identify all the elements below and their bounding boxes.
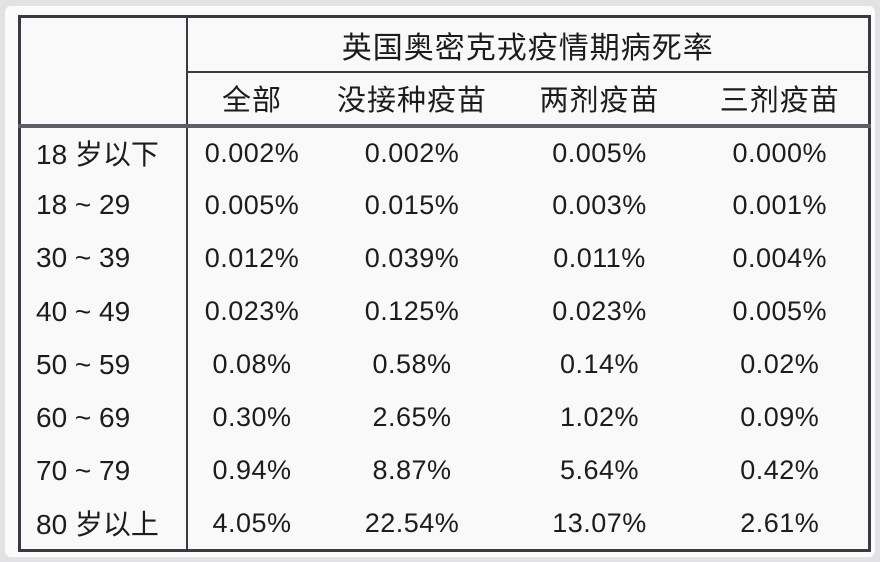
table-row: 30 ~ 39 0.012% 0.039% 0.011% 0.004% (19, 231, 870, 285)
table-cell: 2.61% (740, 507, 820, 538)
page-background: 英国奥密克戎疫情期病死率 全部 没接种疫苗 两剂疫苗 三剂疫苗 18 岁以下 0… (5, 6, 875, 557)
row-label: 40 ~ 49 (19, 284, 188, 339)
table-cell: 8.87% (372, 455, 452, 486)
row-label: 30 ~ 39 (19, 231, 188, 285)
table-row: 40 ~ 49 0.023% 0.125% 0.023% 0.005% (19, 284, 870, 339)
table-cell: 0.004% (732, 242, 828, 273)
table-cell: 0.005% (732, 296, 828, 327)
row-label: 70 ~ 79 (19, 444, 188, 498)
column-header-unvaccinated: 没接种疫苗 (316, 71, 508, 128)
table-cell: 0.14% (559, 349, 640, 380)
table-header-row: 全部 没接种疫苗 两剂疫苗 三剂疫苗 (20, 71, 870, 128)
table-title-row: 英国奥密克戎疫情期病死率 (19, 16, 870, 128)
table-cell: 0.023% (204, 296, 300, 327)
column-header-three-doses: 三剂疫苗 (691, 71, 870, 128)
table-cell: 0.005% (552, 137, 647, 168)
table-row: 18 岁以下 0.002% 0.002% 0.005% 0.000% (19, 125, 870, 179)
table-row: 18 ~ 29 0.005% 0.015% 0.003% 0.001% (19, 178, 870, 232)
table-title: 英国奥密克戎疫情期病死率 (186, 16, 870, 73)
cfr-table: 英国奥密克戎疫情期病死率 全部 没接种疫苗 两剂疫苗 三剂疫苗 18 岁以下 0… (18, 15, 871, 552)
table-cell: 0.125% (364, 296, 460, 327)
table-row: 50 ~ 59 0.08% 0.58% 0.14% 0.02% (19, 338, 870, 392)
table-cell: 0.58% (372, 349, 452, 380)
table-row: 60 ~ 69 0.30% 2.65% 1.02% 0.09% (19, 391, 870, 445)
table-cell: 0.30% (212, 402, 292, 433)
table-cell: 0.02% (740, 349, 820, 380)
table-cell: 0.000% (732, 137, 828, 168)
table-cell: 13.07% (552, 507, 647, 538)
table-cell: 0.011% (553, 242, 646, 273)
table-cell: 0.003% (552, 189, 647, 220)
column-header-all: 全部 (186, 71, 317, 128)
column-header-two-doses: 两剂疫苗 (507, 71, 692, 128)
row-label: 18 岁以下 (19, 125, 188, 179)
row-label: 80 岁以上 (19, 497, 188, 551)
row-label: 50 ~ 59 (19, 338, 188, 392)
table-cell: 0.039% (364, 242, 460, 273)
table-row: 70 ~ 79 0.94% 8.87% 5.64% 0.42% (19, 444, 870, 498)
table-cell: 0.005% (204, 189, 300, 220)
table-cell: 4.05% (212, 507, 292, 538)
row-label: 18 ~ 29 (19, 178, 188, 232)
table-cell: 5.64% (559, 455, 640, 486)
table-cell: 0.012% (204, 242, 300, 273)
table-cell: 0.08% (212, 349, 292, 380)
table-cell: 0.015% (364, 189, 460, 220)
table-cell: 0.002% (204, 137, 300, 168)
table-cell: 0.001% (732, 189, 828, 220)
table-cell: 0.42% (740, 455, 820, 486)
table-cell: 0.023% (552, 296, 647, 327)
row-label: 60 ~ 69 (19, 391, 188, 445)
corner-cell (19, 16, 188, 128)
table-cell: 0.002% (364, 137, 460, 168)
table-cell: 2.65% (372, 402, 452, 433)
table-cell: 0.09% (740, 402, 820, 433)
table-cell: 1.02% (559, 402, 640, 433)
table-cell: 22.54% (364, 507, 460, 538)
table-cell: 0.94% (212, 455, 292, 486)
table-row: 80 岁以上 4.05% 22.54% 13.07% 2.61% (19, 497, 870, 551)
